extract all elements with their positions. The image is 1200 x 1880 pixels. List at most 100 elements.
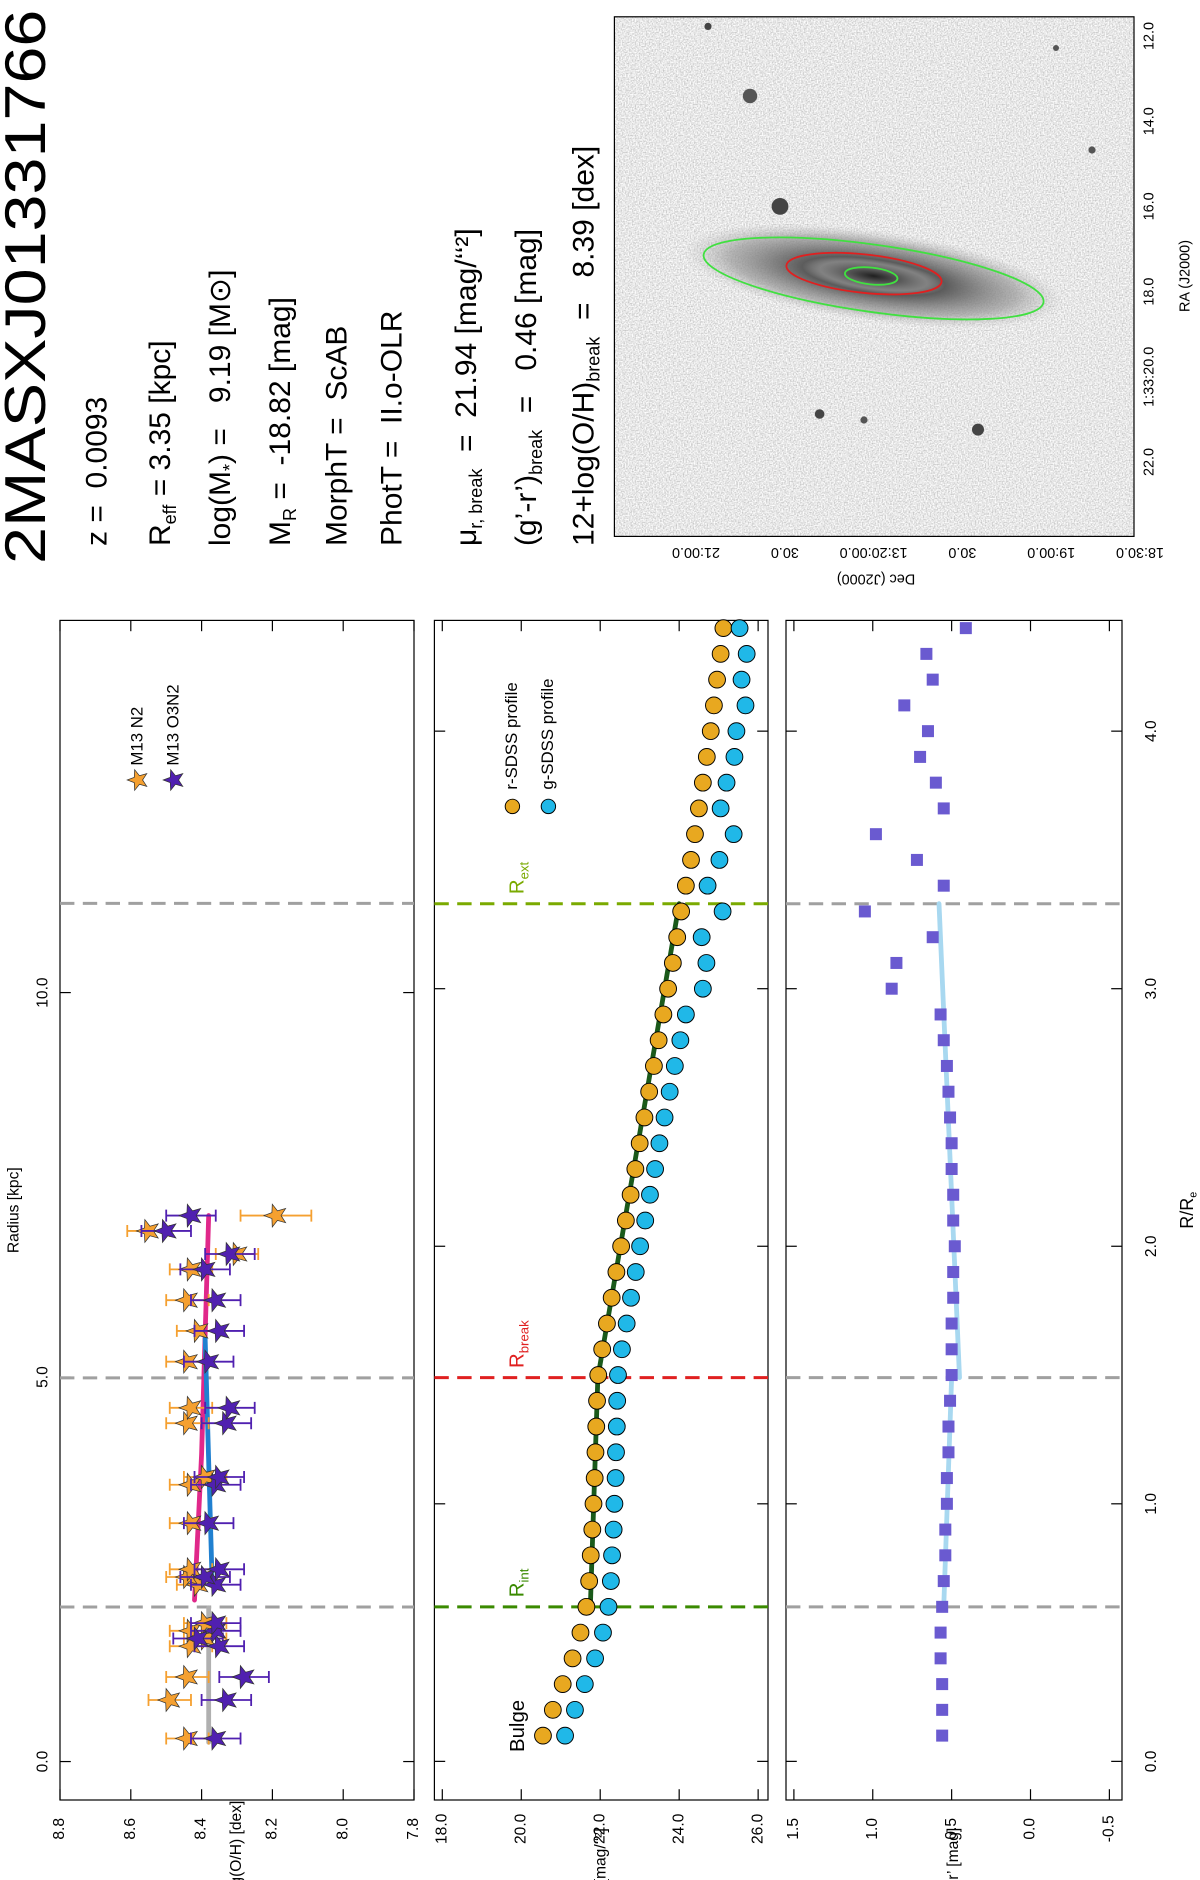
fit-line <box>202 1336 215 1588</box>
star-marker <box>178 1203 202 1228</box>
circle-marker <box>584 1494 603 1513</box>
circle-marker <box>601 1572 620 1590</box>
info-line: z = 0.0093 <box>80 397 113 546</box>
circle-marker <box>613 1340 631 1359</box>
circle-marker <box>705 696 723 715</box>
square-marker <box>869 828 882 841</box>
circle-marker <box>616 1211 635 1230</box>
circle-marker <box>534 1726 552 1745</box>
info-line: MorphT = ScAB <box>320 326 353 546</box>
panel-frame <box>433 619 769 1801</box>
circle-marker <box>580 1572 599 1590</box>
circle-marker <box>641 1185 659 1204</box>
dec-title: Dec (J2000) <box>837 571 915 587</box>
circle-marker <box>553 1675 572 1693</box>
info-line: (g’-r’)break = 0.46 [mag] <box>510 229 546 546</box>
y-axis-label: 12+log(O/H) [dex] <box>228 1801 245 1880</box>
x-tick-label: 4.0 <box>1143 720 1160 742</box>
star-marker <box>202 1572 227 1598</box>
ra-label: 18.0 <box>1141 278 1157 306</box>
y-tick-label: 20.0 <box>512 1813 529 1844</box>
circle-marker <box>736 696 755 715</box>
square-marker <box>942 1085 955 1098</box>
circle-marker <box>621 1185 640 1204</box>
circle-marker <box>650 1134 669 1153</box>
panel-frame <box>785 619 1123 1801</box>
circle-marker <box>697 954 716 972</box>
text-part: μ <box>450 529 483 546</box>
circle-marker <box>668 928 687 947</box>
panel-frame <box>59 619 415 1801</box>
square-marker <box>945 1137 958 1150</box>
outer-isophote <box>702 236 1045 321</box>
circle-marker <box>607 1443 625 1462</box>
circle-marker <box>599 1597 618 1616</box>
fit-line <box>192 1213 212 1603</box>
panel <box>59 619 415 1801</box>
circle-marker <box>585 1469 604 1487</box>
boundary-label: Rbreak <box>507 1320 532 1368</box>
square-marker <box>945 1343 958 1356</box>
circle-marker <box>690 799 708 818</box>
dec-label: 19:00.0 <box>1027 544 1075 560</box>
square-marker <box>942 1420 955 1433</box>
square-marker <box>959 622 972 635</box>
dec-label: 30.0 <box>948 544 976 560</box>
star-marker <box>206 1464 230 1490</box>
square-marker <box>940 1497 953 1510</box>
star-marker <box>195 1510 220 1536</box>
text-part: = 21.94 [mag/‘‘²] <box>450 228 483 468</box>
circle-marker <box>732 670 751 689</box>
circle-marker <box>566 1700 584 1719</box>
circle-marker <box>609 1366 627 1384</box>
circle-marker <box>636 1211 655 1230</box>
star-marker <box>216 1395 241 1421</box>
square-marker <box>910 853 923 866</box>
square-marker <box>945 1162 958 1175</box>
subscript: break <box>526 429 546 475</box>
star <box>771 198 789 215</box>
subscript: eff <box>160 504 180 525</box>
ra-label: 14.0 <box>1141 107 1157 135</box>
annotation: Bulge <box>507 1700 529 1752</box>
circle-marker <box>713 902 732 921</box>
star-marker <box>262 1203 287 1228</box>
square-marker <box>939 1549 952 1562</box>
circle-marker <box>607 1417 626 1436</box>
title: 2MASXJ01331766 <box>0 10 58 564</box>
circle-marker <box>672 902 691 921</box>
text-part: MorphT = ScAB <box>320 326 353 546</box>
circle-marker <box>649 1031 668 1050</box>
y-axis-label: μ [mag/‘‘²] <box>592 1828 609 1880</box>
legend-label: M13 O3N2 <box>163 684 182 765</box>
subscript: r, break <box>466 468 486 529</box>
star-marker <box>206 1556 230 1582</box>
y-tick-label: 22.0 <box>591 1813 608 1844</box>
y-tick-label: 8.8 <box>51 1818 68 1840</box>
y-tick-label: 7.8 <box>405 1818 422 1840</box>
subscript: break <box>517 1320 532 1353</box>
square-marker <box>934 1652 947 1665</box>
circle-marker <box>737 645 756 663</box>
circle-marker <box>655 1108 674 1127</box>
star-marker <box>206 1318 230 1344</box>
dec-label: 13:20:00.0 <box>840 544 908 560</box>
circle-marker <box>586 1443 605 1462</box>
text-part: log(M <box>204 471 237 546</box>
square-marker <box>921 725 934 738</box>
circle-marker <box>586 1649 604 1668</box>
square-marker <box>937 1575 950 1588</box>
star <box>742 88 758 104</box>
star-marker <box>202 1610 227 1636</box>
square-marker <box>947 1266 960 1279</box>
circle-marker <box>645 1057 663 1075</box>
circle-marker <box>594 1623 612 1642</box>
text-part: M <box>264 521 297 546</box>
x-tick-label: 1.0 <box>1143 1493 1160 1515</box>
x-tick-label: 2.0 <box>1143 1235 1160 1257</box>
square-marker <box>940 1472 953 1485</box>
text-part: R <box>507 1353 529 1368</box>
text-part: = 0.46 [mag] <box>510 229 543 430</box>
subscript: R <box>280 508 300 521</box>
